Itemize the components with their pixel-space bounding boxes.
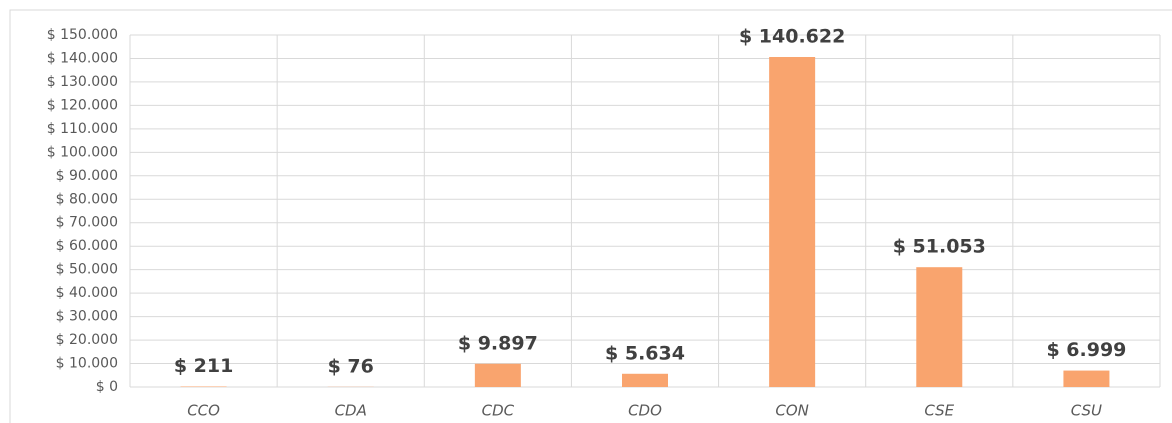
bar	[769, 57, 816, 387]
x-tick-label: CSE	[924, 402, 954, 420]
y-tick-label: $ 110.000	[47, 121, 118, 137]
y-tick-label: $ 90.000	[56, 168, 118, 184]
y-tick-label: $ 60.000	[56, 238, 118, 254]
y-tick-label: $ 80.000	[56, 191, 118, 207]
y-tick-label: $ 40.000	[56, 285, 118, 301]
bar	[474, 363, 521, 387]
data-label: $ 9.897	[458, 332, 538, 354]
data-label: $ 6.999	[1046, 339, 1126, 361]
bar	[916, 267, 963, 387]
y-tick-label: $ 120.000	[47, 97, 118, 113]
data-label: $ 5.634	[605, 342, 685, 364]
x-tick-label: CSU	[1071, 402, 1102, 420]
y-tick-label: $ 140.000	[47, 50, 118, 66]
x-tick-label: CDO	[628, 402, 662, 420]
data-label: $ 76	[328, 355, 374, 377]
y-tick-label: $ 50.000	[56, 262, 118, 278]
y-tick-label: $ 20.000	[56, 332, 118, 348]
data-label: $ 140.622	[739, 26, 845, 48]
chart-frame	[9, 9, 1172, 423]
data-label: $ 51.053	[893, 236, 986, 258]
x-tick-label: CCO	[187, 402, 220, 420]
x-tick-label: CDC	[482, 402, 515, 420]
data-label: $ 211	[174, 355, 234, 377]
y-tick-label: $ 0	[96, 379, 118, 395]
bar	[1063, 370, 1110, 387]
y-tick-label: $ 150.000	[47, 27, 118, 43]
y-tick-label: $ 10.000	[56, 356, 118, 372]
y-tick-label: $ 70.000	[56, 215, 118, 231]
bar	[622, 373, 668, 387]
y-tick-label: $ 100.000	[47, 144, 118, 160]
x-tick-label: CON	[775, 402, 809, 420]
y-tick-label: $ 30.000	[56, 309, 118, 325]
y-tick-label: $ 130.000	[47, 74, 118, 90]
x-tick-label: CDA	[335, 402, 367, 420]
